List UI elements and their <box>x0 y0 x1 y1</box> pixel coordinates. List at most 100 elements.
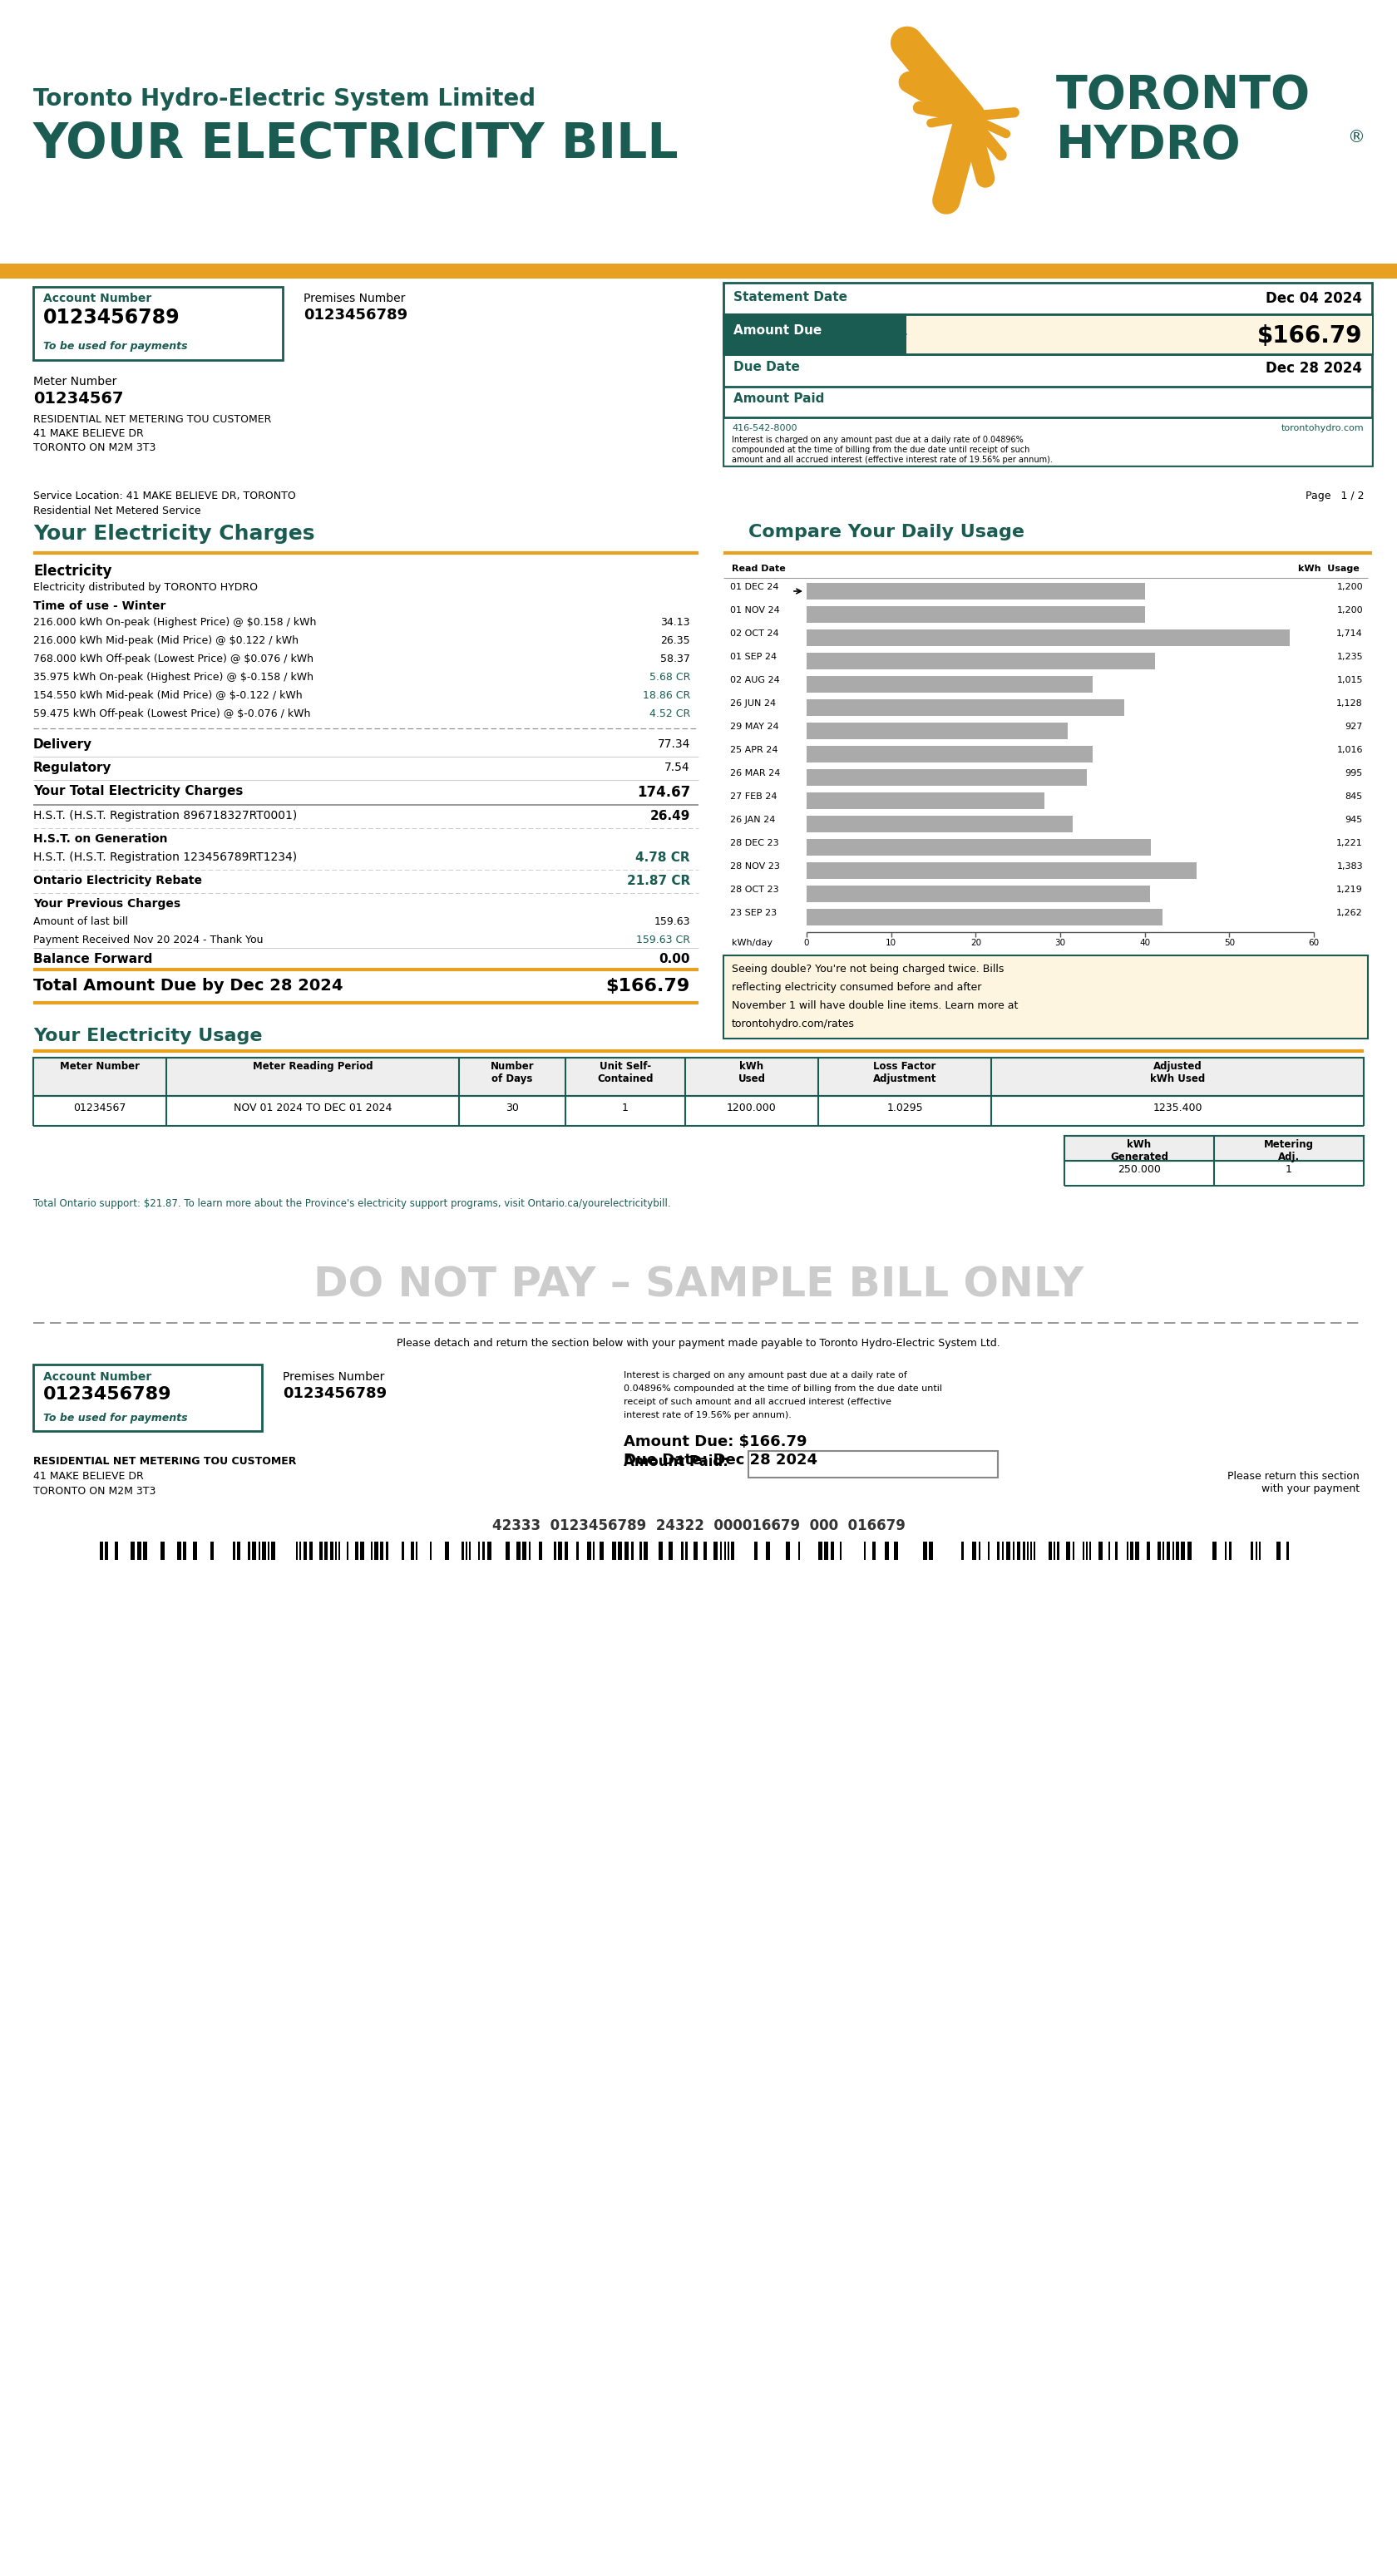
Polygon shape <box>888 314 907 355</box>
FancyBboxPatch shape <box>1166 1540 1171 1561</box>
FancyBboxPatch shape <box>806 605 1144 623</box>
Text: Seeing double? You're not being charged twice. Bills: Seeing double? You're not being charged … <box>732 963 1004 974</box>
FancyBboxPatch shape <box>469 1540 471 1561</box>
FancyBboxPatch shape <box>806 582 1144 600</box>
Text: Total Amount Due by Dec 28 2024: Total Amount Due by Dec 28 2024 <box>34 979 344 994</box>
FancyBboxPatch shape <box>324 1540 328 1561</box>
Text: To be used for payments: To be used for payments <box>43 340 187 353</box>
Text: Balance Forward: Balance Forward <box>34 953 152 966</box>
Text: 41 MAKE BELIEVE DR: 41 MAKE BELIEVE DR <box>34 428 144 438</box>
FancyBboxPatch shape <box>1277 1540 1281 1561</box>
Text: 0: 0 <box>803 938 809 948</box>
FancyBboxPatch shape <box>840 1540 841 1561</box>
Text: 159.63 CR: 159.63 CR <box>636 935 690 945</box>
FancyBboxPatch shape <box>806 652 1155 670</box>
FancyBboxPatch shape <box>115 1540 119 1561</box>
FancyBboxPatch shape <box>430 1540 432 1561</box>
Text: kWh
Used: kWh Used <box>738 1061 766 1084</box>
FancyBboxPatch shape <box>335 1540 337 1561</box>
FancyBboxPatch shape <box>693 1540 697 1561</box>
FancyBboxPatch shape <box>482 1540 485 1561</box>
FancyBboxPatch shape <box>1017 1540 1020 1561</box>
Text: 27 FEB 24: 27 FEB 24 <box>731 793 777 801</box>
FancyBboxPatch shape <box>724 1540 726 1561</box>
FancyBboxPatch shape <box>263 1540 265 1561</box>
Text: 26.49: 26.49 <box>650 809 690 822</box>
FancyBboxPatch shape <box>258 1540 260 1561</box>
FancyBboxPatch shape <box>1162 1540 1164 1561</box>
FancyBboxPatch shape <box>478 1540 479 1561</box>
FancyBboxPatch shape <box>1172 1540 1173 1561</box>
Text: Amount Paid: Amount Paid <box>733 392 824 404</box>
Text: Please return this section
with your payment: Please return this section with your pay… <box>1228 1471 1359 1494</box>
FancyBboxPatch shape <box>529 1540 531 1561</box>
FancyBboxPatch shape <box>142 1540 147 1561</box>
FancyBboxPatch shape <box>1180 1540 1185 1561</box>
FancyBboxPatch shape <box>0 0 1397 276</box>
FancyBboxPatch shape <box>749 1450 997 1479</box>
FancyBboxPatch shape <box>1187 1540 1192 1561</box>
Text: 0123456789: 0123456789 <box>282 1386 387 1401</box>
Text: 77.34: 77.34 <box>658 739 690 750</box>
FancyBboxPatch shape <box>1073 1540 1074 1561</box>
Text: Amount Due: Amount Due <box>733 325 821 337</box>
FancyBboxPatch shape <box>929 1540 933 1561</box>
Text: Loss Factor
Adjustment: Loss Factor Adjustment <box>873 1061 936 1084</box>
Text: Electricity: Electricity <box>34 564 112 580</box>
FancyBboxPatch shape <box>1158 1540 1161 1561</box>
Text: Page   1 / 2: Page 1 / 2 <box>1305 489 1363 502</box>
FancyBboxPatch shape <box>1058 1540 1059 1561</box>
FancyBboxPatch shape <box>346 1540 348 1561</box>
Text: 1: 1 <box>1285 1164 1292 1175</box>
Text: Dec 04 2024: Dec 04 2024 <box>1266 291 1362 307</box>
Text: 30: 30 <box>506 1103 518 1113</box>
FancyBboxPatch shape <box>714 1540 718 1561</box>
Text: 20: 20 <box>971 938 981 948</box>
Text: 26 MAR 24: 26 MAR 24 <box>731 770 781 778</box>
FancyBboxPatch shape <box>1213 1540 1217 1561</box>
FancyBboxPatch shape <box>1098 1540 1102 1561</box>
Text: 01 NOV 24: 01 NOV 24 <box>731 605 780 616</box>
Text: 26 JAN 24: 26 JAN 24 <box>731 817 775 824</box>
FancyBboxPatch shape <box>806 909 1162 925</box>
Text: Your Electricity Usage: Your Electricity Usage <box>34 1028 263 1043</box>
Text: 0123456789: 0123456789 <box>43 307 180 327</box>
FancyBboxPatch shape <box>1115 1540 1118 1561</box>
Text: Meter Reading Period: Meter Reading Period <box>253 1061 373 1072</box>
FancyBboxPatch shape <box>309 1540 313 1561</box>
FancyBboxPatch shape <box>1127 1540 1129 1561</box>
Text: torontohydro.com/rates: torontohydro.com/rates <box>732 1018 855 1030</box>
Text: 26.35: 26.35 <box>661 636 690 647</box>
FancyBboxPatch shape <box>183 1540 186 1561</box>
FancyBboxPatch shape <box>798 1540 800 1561</box>
FancyBboxPatch shape <box>130 1540 134 1561</box>
FancyBboxPatch shape <box>320 1540 323 1561</box>
FancyBboxPatch shape <box>592 1540 595 1561</box>
Text: Due Date: Due Date <box>733 361 800 374</box>
Text: 1,128: 1,128 <box>1337 698 1363 708</box>
Text: 26 JUN 24: 26 JUN 24 <box>731 698 775 708</box>
FancyBboxPatch shape <box>923 1540 928 1561</box>
FancyBboxPatch shape <box>1031 1540 1032 1561</box>
FancyBboxPatch shape <box>465 1540 468 1561</box>
Text: Your Electricity Charges: Your Electricity Charges <box>34 523 314 544</box>
FancyBboxPatch shape <box>631 1540 634 1561</box>
FancyBboxPatch shape <box>1287 1540 1289 1561</box>
FancyBboxPatch shape <box>380 1540 383 1561</box>
Text: TORONTO ON M2M 3T3: TORONTO ON M2M 3T3 <box>34 443 156 453</box>
FancyBboxPatch shape <box>461 1540 464 1561</box>
FancyBboxPatch shape <box>211 1540 214 1561</box>
Text: H.S.T. (H.S.T. Registration 896718327RT0001): H.S.T. (H.S.T. Registration 896718327RT0… <box>34 809 298 822</box>
FancyBboxPatch shape <box>444 1540 448 1561</box>
Text: TORONTO: TORONTO <box>1056 72 1310 118</box>
Text: To be used for payments: To be used for payments <box>43 1412 187 1425</box>
Text: 40: 40 <box>1140 938 1150 948</box>
FancyBboxPatch shape <box>1147 1540 1150 1561</box>
Text: Due Date: Dec 28 2024: Due Date: Dec 28 2024 <box>623 1453 817 1468</box>
Text: 250.000: 250.000 <box>1118 1164 1161 1175</box>
FancyBboxPatch shape <box>271 1540 275 1561</box>
Text: 216.000 kWh On-peak (Highest Price) @ $0.158 / kWh: 216.000 kWh On-peak (Highest Price) @ $0… <box>34 618 316 629</box>
Text: Number
of Days: Number of Days <box>490 1061 534 1084</box>
Text: Statement Date: Statement Date <box>733 291 848 304</box>
FancyBboxPatch shape <box>785 1540 789 1561</box>
